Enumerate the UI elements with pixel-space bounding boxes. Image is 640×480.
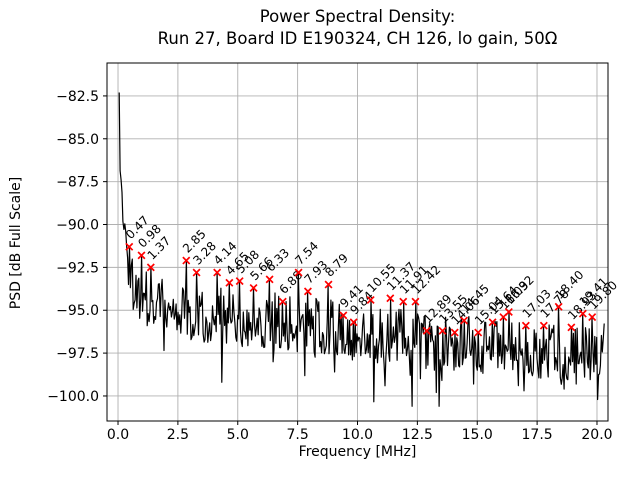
peak-marker xyxy=(324,280,333,289)
peak-marker xyxy=(554,302,563,311)
peak-frequency-label: 8.79 xyxy=(322,251,351,280)
peak-marker xyxy=(539,321,548,330)
peak-marker xyxy=(488,318,497,327)
y-tick-label: −87.5 xyxy=(56,175,99,191)
peak-marker xyxy=(567,323,576,332)
peak-marker xyxy=(349,318,358,327)
peak-marker xyxy=(125,242,134,251)
x-tick-label: 17.5 xyxy=(522,427,553,443)
peak-marker xyxy=(460,316,469,325)
x-tick-label: 7.5 xyxy=(286,427,308,443)
peak-marker xyxy=(504,307,513,316)
peak-marker xyxy=(386,294,395,303)
peak-marker xyxy=(182,256,191,265)
peak-marker xyxy=(137,251,146,260)
peak-marker xyxy=(265,275,274,284)
peak-marker xyxy=(339,311,348,320)
y-tick-label: −95.0 xyxy=(56,303,99,319)
x-tick-label: 12.5 xyxy=(402,427,433,443)
y-tick-label: −85.0 xyxy=(56,132,99,148)
y-tick-label: −92.5 xyxy=(56,260,99,276)
x-tick-label: 15.0 xyxy=(462,427,493,443)
peak-marker xyxy=(192,268,201,277)
x-axis-label: Frequency [MHz] xyxy=(298,444,417,460)
peak-marker xyxy=(303,287,312,296)
peak-marker xyxy=(438,326,447,335)
peak-marker xyxy=(213,268,222,277)
psd-trace xyxy=(118,92,605,407)
peak-marker xyxy=(235,277,244,286)
peak-marker xyxy=(399,297,408,306)
x-tick-label: 5.0 xyxy=(227,427,249,443)
x-tick-label: 0.0 xyxy=(107,427,129,443)
peak-marker xyxy=(249,283,258,292)
chart-title: Power Spectral Density: Run 27, Board ID… xyxy=(107,6,608,51)
peak-marker xyxy=(588,313,597,322)
peak-marker xyxy=(146,263,155,272)
chart-title-line1: Power Spectral Density: xyxy=(259,7,456,26)
y-tick-label: −97.5 xyxy=(56,346,99,362)
peak-marker xyxy=(366,295,375,304)
x-tick-label: 10.0 xyxy=(342,427,373,443)
peak-frequency-label: 6.33 xyxy=(263,246,292,275)
peak-marker xyxy=(521,321,530,330)
peak-marker xyxy=(578,309,587,318)
y-tick-label: −82.5 xyxy=(56,89,99,105)
peak-marker xyxy=(411,297,420,306)
y-axis-label: PSD [dB Full Scale] xyxy=(8,176,24,310)
y-tick-label: −100.0 xyxy=(47,389,99,405)
peak-marker xyxy=(278,297,287,306)
chart-title-line2: Run 27, Board ID E190324, CH 126, lo gai… xyxy=(157,29,558,49)
peak-marker xyxy=(474,328,483,337)
y-tick-label: −90.0 xyxy=(56,218,99,234)
peak-marker xyxy=(450,328,459,337)
x-tick-label: 2.5 xyxy=(167,427,189,443)
peak-frequency-label: 6.88 xyxy=(277,268,306,297)
x-tick-label: 20.0 xyxy=(581,427,612,443)
peak-marker xyxy=(225,278,234,287)
peak-marker xyxy=(422,326,431,335)
peak-marker xyxy=(294,268,303,277)
